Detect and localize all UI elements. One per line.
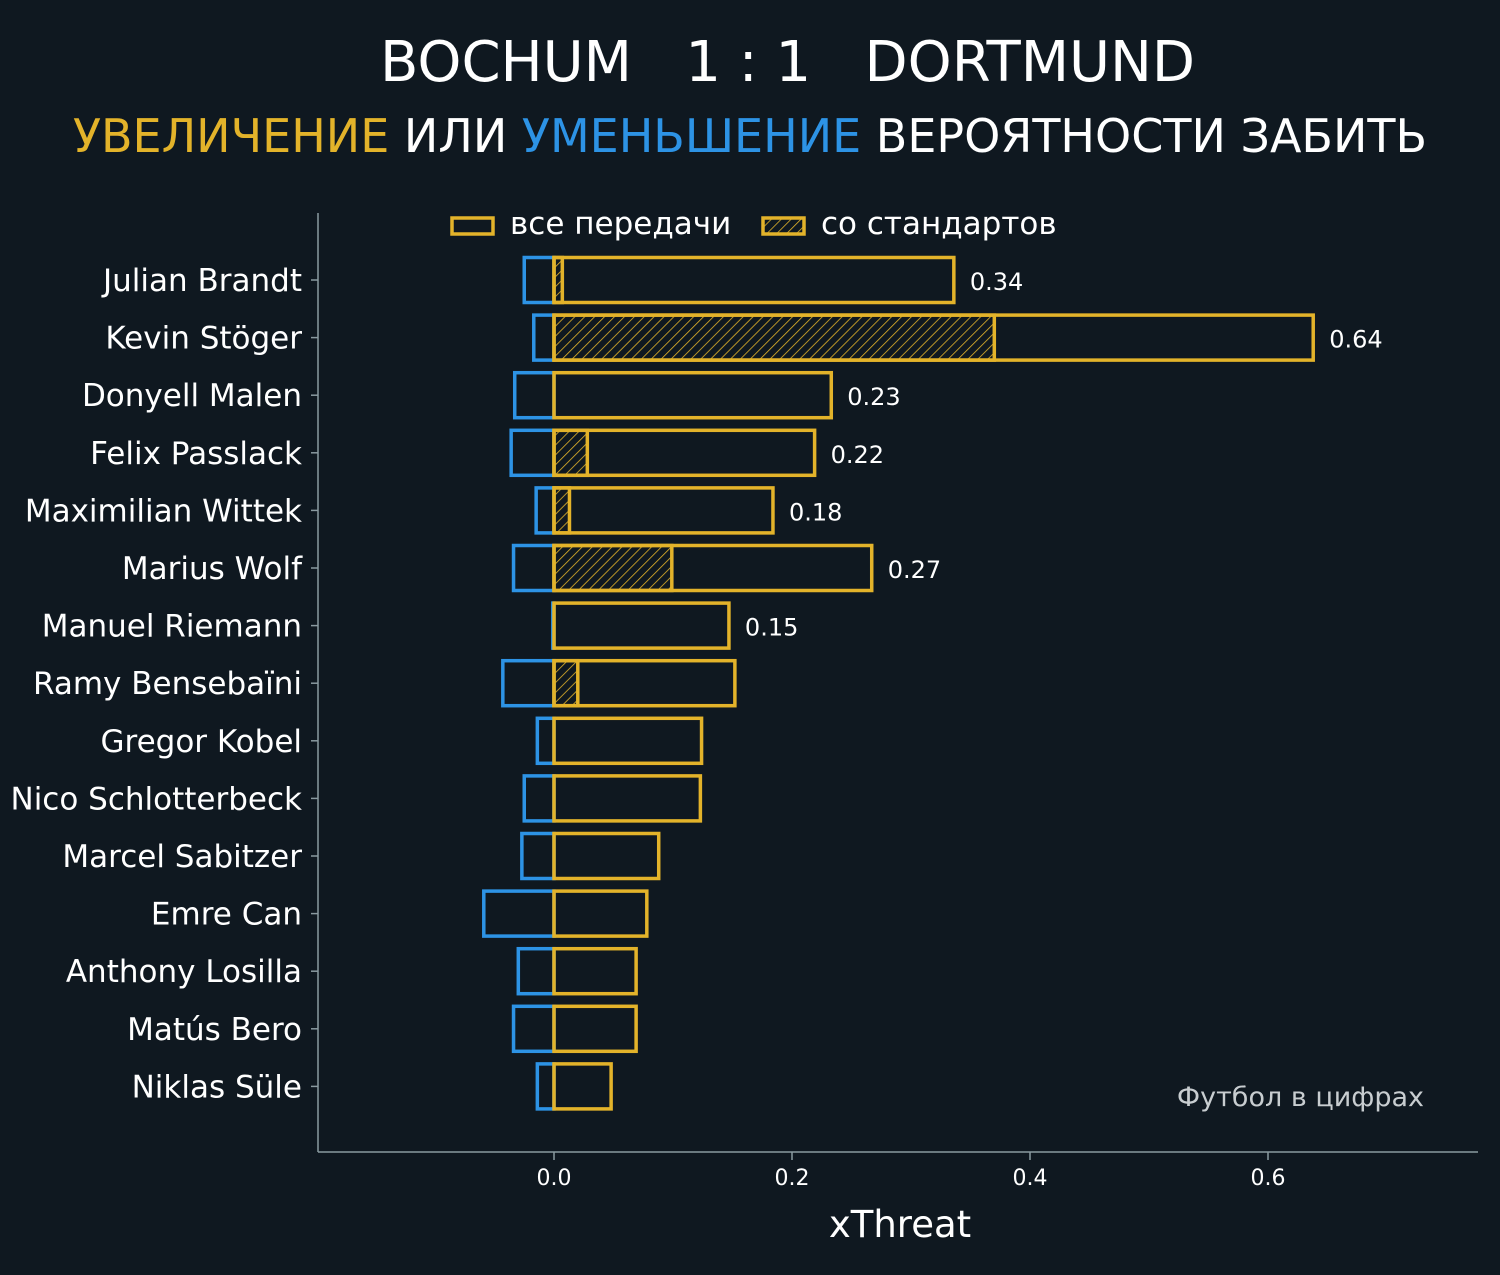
watermark: Футбол в цифрах <box>1177 1082 1424 1113</box>
y-tick-label: Felix Passlack <box>90 436 302 472</box>
y-tick-label: Kevin Stöger <box>105 321 302 357</box>
bar-decrease <box>501 658 556 708</box>
x-tick-label: 0.6 <box>1251 1166 1286 1191</box>
bar-decrease <box>482 889 556 938</box>
subtitle-increase: УВЕЛИЧЕНИЕ <box>72 109 390 163</box>
bar-all-passes <box>552 774 703 823</box>
bar-all-passes <box>552 601 731 650</box>
bar-all-passes <box>552 1004 638 1054</box>
bar-all-passes <box>552 486 775 535</box>
bar-decrease <box>522 774 556 823</box>
x-axis-label: xThreat <box>829 1203 971 1246</box>
bar-all-passes <box>552 428 817 478</box>
y-tick-label: Emre Can <box>151 897 302 933</box>
x-tick-label: 0.2 <box>775 1166 810 1191</box>
subtitle-or: ИЛИ <box>389 109 522 163</box>
bar-all-passes <box>552 716 704 766</box>
legend: все передачи со стандартов <box>450 206 1057 242</box>
bar-decrease <box>535 716 556 766</box>
data-label: 0.23 <box>847 383 900 411</box>
bar-all-passes <box>552 313 1315 362</box>
bar-all-passes <box>552 255 956 305</box>
data-label: 0.15 <box>745 614 798 642</box>
bar-all-passes <box>552 1062 613 1111</box>
y-tick-label: Manuel Riemann <box>42 609 302 645</box>
y-tick-label: Maximilian Wittek <box>25 493 302 529</box>
bar-decrease <box>516 946 556 996</box>
y-tick-label: Donyell Malen <box>82 378 302 414</box>
bar-set-pieces <box>552 313 997 362</box>
legend-label-set-pieces: со стандартов <box>821 206 1057 242</box>
data-label: 0.22 <box>831 441 884 469</box>
bar-decrease <box>522 255 556 305</box>
y-tick-label: Niklas Süle <box>132 1069 302 1105</box>
chart-title: BOCHUM 1 : 1 DORTMUND <box>379 30 1196 95</box>
x-tick-label: 0.0 <box>537 1166 572 1191</box>
bar-decrease <box>512 370 556 420</box>
y-tick-label: Julian Brandt <box>101 263 302 299</box>
bar-decrease <box>520 831 556 881</box>
data-label: 0.27 <box>888 556 941 584</box>
plot-area: 0.0 0.2 0.4 0.6 Julian Brandt 0.34 Kevin Stöge… <box>11 213 1478 1191</box>
bar-all-passes <box>552 889 649 938</box>
y-tick-label: Matús Bero <box>127 1012 302 1048</box>
data-label: 0.64 <box>1329 326 1382 354</box>
x-tick-label: 0.4 <box>1013 1166 1048 1191</box>
y-tick-label: Marcel Sabitzer <box>62 839 302 875</box>
bar-decrease <box>532 313 556 362</box>
bar-set-pieces <box>552 428 590 478</box>
legend-label-all-passes: все передачи <box>510 206 731 242</box>
bar-all-passes <box>552 946 638 996</box>
y-tick-label: Gregor Kobel <box>100 724 302 760</box>
bar-decrease <box>511 1004 556 1054</box>
bar-all-passes <box>552 370 834 420</box>
legend-swatch-all-passes <box>450 216 495 236</box>
y-tick-label: Anthony Losilla <box>66 954 302 990</box>
bar-decrease <box>534 486 556 535</box>
data-label: 0.18 <box>789 498 842 526</box>
subtitle-decrease: УМЕНЬШЕНИЕ <box>521 109 862 163</box>
subtitle-rest: ВЕРОЯТНОСТИ ЗАБИТЬ <box>861 109 1428 163</box>
bar-all-passes <box>552 831 661 881</box>
bar-decrease <box>509 428 556 478</box>
bar-set-pieces <box>552 658 580 708</box>
chart-subtitle: УВЕЛИЧЕНИЕ ИЛИ УМЕНЬШЕНИЕ ВЕРОЯТНОСТИ ЗА… <box>0 106 1500 166</box>
bar-set-pieces <box>552 486 572 535</box>
bar-all-passes <box>552 658 737 708</box>
y-tick-label: Nico Schlotterbeck <box>11 781 303 817</box>
y-tick-label: Marius Wolf <box>122 551 303 587</box>
bar-all-passes <box>552 543 874 593</box>
legend-swatch-set-pieces <box>761 216 806 236</box>
data-label: 0.34 <box>970 268 1023 296</box>
y-tick-label: Ramy Bensebaïni <box>33 666 302 702</box>
bar-set-pieces <box>552 543 674 593</box>
bar-decrease <box>535 1062 556 1111</box>
bar-decrease <box>511 543 556 593</box>
